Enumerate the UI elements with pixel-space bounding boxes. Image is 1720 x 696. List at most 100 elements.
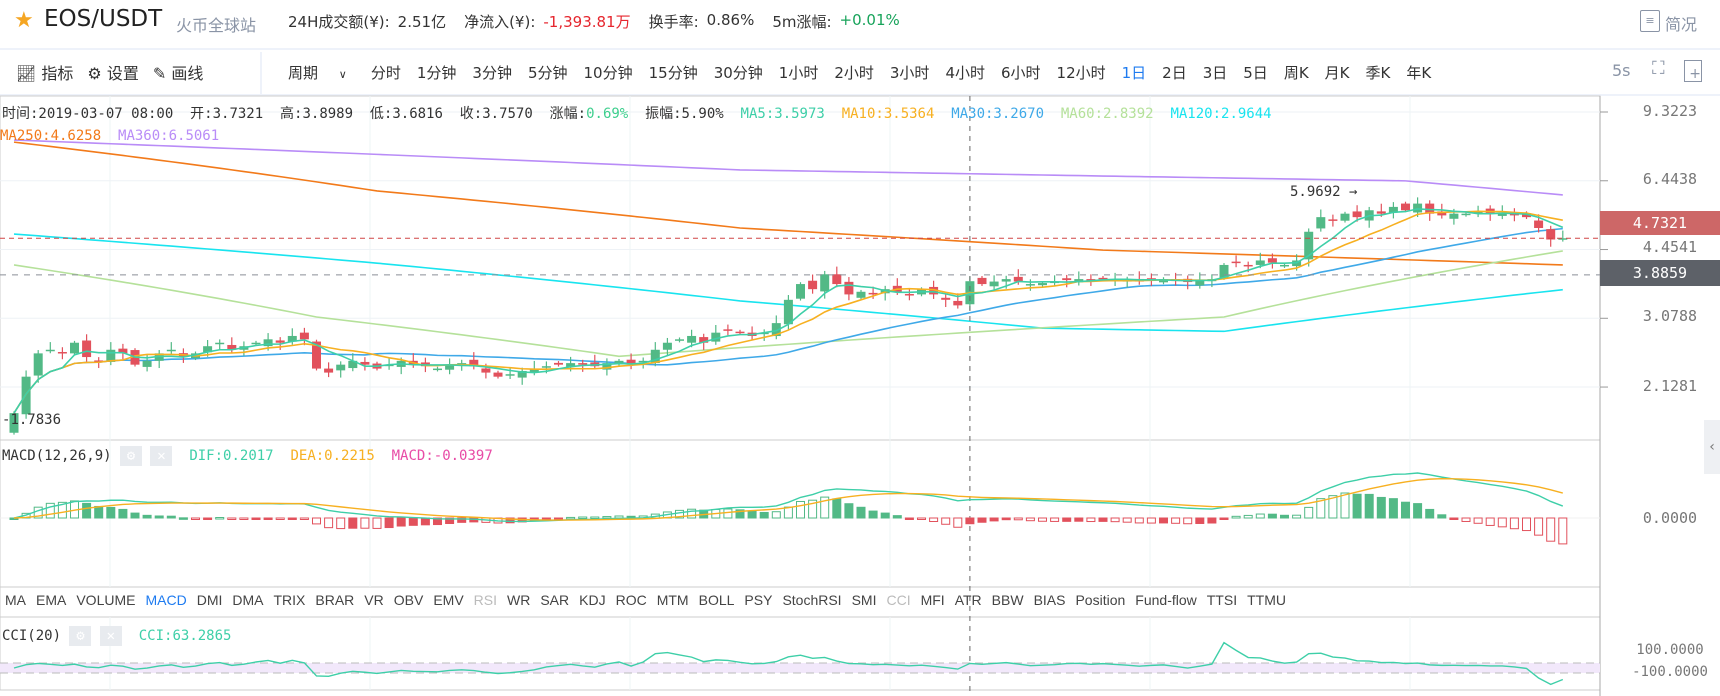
indicator-tab[interactable]: CCI [886,592,911,608]
interval-option[interactable]: 5分钟 [527,64,568,82]
indicator-tab[interactable]: TTMU [1247,592,1286,608]
macd-bar [227,517,237,520]
interval-option[interactable]: 月K [1324,64,1350,82]
indicator-tab[interactable]: TTSI [1206,592,1238,608]
indicator-tab[interactable]: WR [507,592,531,608]
summary-button[interactable]: 简况 [1665,15,1698,34]
indicator-tab[interactable]: DMA [232,592,264,608]
interval-option[interactable]: 15分钟 [648,64,698,82]
cci-close-icon[interactable]: ✕ [99,626,122,646]
macd-bar [154,515,164,519]
interval-option[interactable]: 30分钟 [713,64,763,82]
interval-option[interactable]: 10分钟 [583,64,633,82]
interval-option[interactable]: 年K [1406,64,1432,82]
add-chart-icon[interactable]: + [1684,60,1702,82]
macd-bar [130,512,140,519]
indicator-tab[interactable]: SMI [851,592,877,608]
macd-bar [844,503,854,519]
interval-option[interactable]: 3小时 [889,64,930,82]
fullscreen-icon[interactable]: ⛶ [1652,58,1665,79]
ohlc-info: 时间:2019-03-07 08:00 开:3.7321 高:3.8989 低:… [2,103,1272,123]
indicator-tab[interactable]: MFI [920,592,945,608]
chart-indicator-icon: 📈︎ [16,64,37,83]
indicator-tab[interactable]: MTM [656,592,689,608]
interval-option[interactable]: 周K [1283,64,1309,82]
indicator-tab[interactable]: EMA [36,592,67,608]
candle-body [57,352,67,354]
interval-option[interactable]: 6小时 [1000,64,1041,82]
indicator-tab[interactable]: BOLL [698,592,735,608]
interval-option[interactable]: 5日 [1243,64,1268,82]
indicator-tab[interactable]: BIAS [1033,592,1066,608]
interval-option[interactable]: 3分钟 [472,64,512,82]
indicator-tab[interactable]: ATR [954,592,982,608]
macd-bar [1110,517,1120,523]
indicator-tab[interactable]: SAR [540,592,570,608]
candle-body [1255,260,1265,265]
indicator-tab[interactable]: MA [5,592,26,608]
macd-bar [1098,517,1108,522]
period-dropdown[interactable]: 周期 ∨ [272,62,363,83]
macd-close-icon[interactable]: ✕ [150,446,173,466]
interval-option[interactable]: 2日 [1162,64,1187,82]
indicator-tab[interactable]: BRAR [315,592,355,608]
candle-body [1062,278,1072,281]
indicators-button[interactable]: 📈︎ 指标 [16,60,73,84]
indicator-tab[interactable]: KDJ [579,592,606,608]
indicator-tab[interactable]: MACD [145,592,187,608]
collapse-panel-handle[interactable]: ‹ [1704,420,1720,474]
candle-body [578,363,588,365]
favorite-star-icon[interactable]: ★ [14,8,34,33]
exchange-name: 火币全球站 [176,16,257,35]
draw-button[interactable]: ✎ 画线 [153,60,204,84]
settings-button[interactable]: ⚙ 设置 [87,60,138,84]
ma5-line [13,208,1564,414]
candle-body [312,341,321,369]
summary-icon[interactable]: ≡ [1640,10,1660,32]
cci-settings-icon[interactable]: ⚙ [69,626,92,646]
candle-body [142,360,152,367]
ma5-value: MA5:3.5973 [740,106,825,122]
macd-bar [312,517,321,525]
indicator-tab[interactable]: Fund-flow [1135,592,1197,608]
candle-body [45,349,55,352]
indicator-tab[interactable]: Position [1075,592,1126,608]
macd-bar [1195,517,1205,524]
indicator-tab[interactable]: RSI [473,592,498,608]
indicator-tab[interactable]: EMV [433,592,464,608]
info-low: 低:3.6816 [369,106,443,122]
interval-option[interactable]: 1分钟 [416,64,457,82]
indicator-tab[interactable]: TRIX [273,592,306,608]
indicator-tab[interactable]: BBW [991,592,1024,608]
indicator-tab[interactable]: OBV [393,592,424,608]
refresh-interval[interactable]: 5s [1612,61,1631,80]
indicator-tab[interactable]: StochRSI [782,592,842,608]
macd-settings-icon[interactable]: ⚙ [120,446,143,466]
candle-body [1243,264,1253,267]
interval-option[interactable]: 2小时 [834,64,874,82]
indicator-tab[interactable]: VOLUME [76,592,136,608]
interval-option[interactable]: 1小时 [778,64,819,82]
candle-body [1534,220,1544,228]
macd-bar [1388,498,1398,519]
candle-body [650,349,660,364]
indicator-tab[interactable]: VR [364,592,384,608]
indicator-tab[interactable]: DMI [196,592,223,608]
interval-option[interactable]: 分时 [370,64,401,82]
macd-bar [1050,517,1060,522]
macd-bar [82,502,92,519]
candle-body [1231,261,1241,264]
interval-option[interactable]: 季K [1365,64,1391,82]
interval-option[interactable]: 4小时 [945,64,985,82]
interval-option[interactable]: 12小时 [1056,64,1106,82]
macd-bar [1376,496,1386,519]
toolbar-divider [260,52,262,94]
interval-option[interactable]: 3日 [1202,64,1228,82]
macd-bar [275,517,285,520]
candle-body [1388,206,1398,213]
indicator-tab[interactable]: PSY [744,592,773,608]
indicator-tab[interactable]: ROC [615,592,647,608]
interval-option[interactable]: 1日 [1121,64,1147,82]
candle-body [1461,213,1471,216]
